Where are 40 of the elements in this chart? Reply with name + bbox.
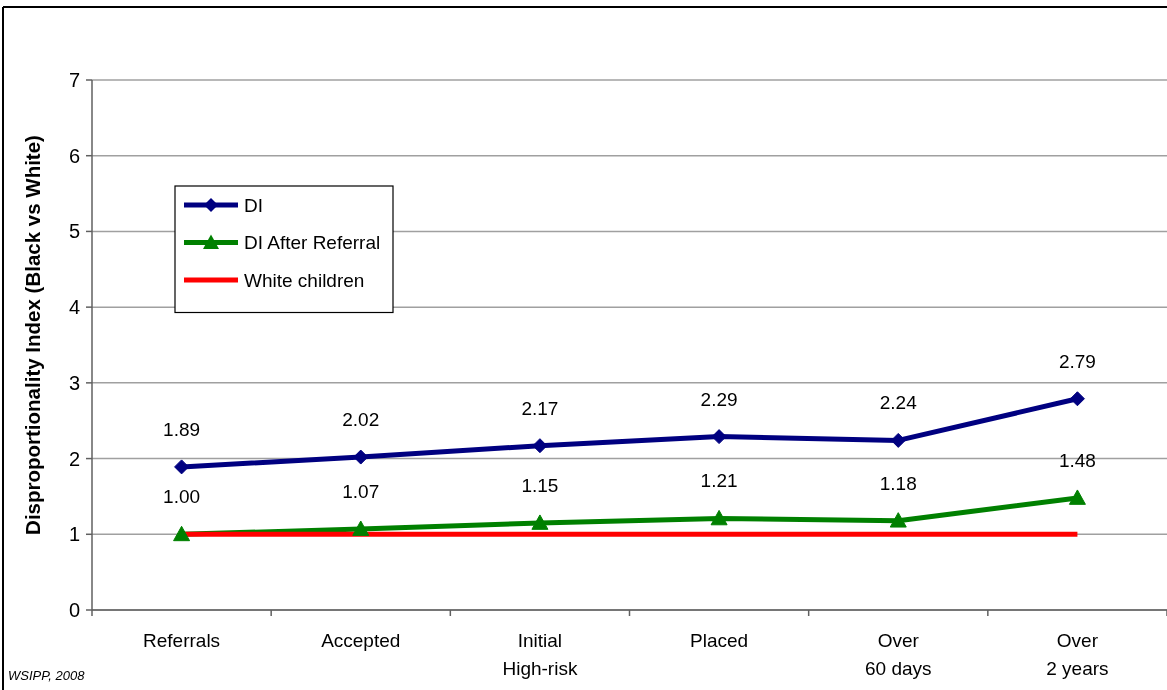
legend-label: White children [244, 269, 365, 291]
y-tick-label: 7 [68, 69, 80, 91]
point [710, 509, 728, 526]
x-tick-label: Over 60 days [864, 630, 932, 679]
y-axis-title: Disproportionality Index (Black vs White) [21, 135, 44, 535]
y-tick-label: 4 [68, 296, 80, 319]
y-tick-label: 2 [68, 447, 80, 470]
point [1068, 489, 1086, 505]
data-label: 1.18 [879, 472, 917, 494]
legend-label: DI [244, 194, 263, 216]
point [173, 525, 191, 542]
data-label: 1.89 [163, 418, 201, 440]
data-label: 2.24 [879, 392, 918, 414]
point [531, 514, 549, 530]
text: WSIPP, 2008 [8, 668, 86, 683]
data-label: 2.02 [342, 409, 380, 431]
x-tick-label: Initial High-risk [502, 630, 578, 679]
x-tick-label: Referrals [143, 630, 221, 651]
data-label: 1.00 [163, 486, 201, 508]
legend-label: DI After Referral [244, 232, 381, 254]
data-label: 2.29 [700, 388, 738, 410]
x-tick-label: Over 2 years [1046, 630, 1109, 679]
data-label: 2.79 [1058, 350, 1096, 372]
data-label: 1.21 [700, 470, 738, 492]
point [889, 512, 907, 528]
data-label: 2.17 [521, 397, 559, 419]
x-tick-label: Placed [690, 630, 749, 651]
data-label: 1.48 [1058, 449, 1096, 471]
point [352, 520, 370, 536]
x-tick-label: Accepted [321, 630, 401, 651]
y-tick-label: 1 [68, 523, 80, 546]
y-tick-label: 6 [68, 144, 80, 167]
y-tick-label: 0 [68, 599, 80, 621]
y-tick-label: 5 [68, 220, 80, 243]
point [711, 429, 727, 445]
point [1069, 391, 1085, 407]
data-label: 1.15 [521, 474, 559, 496]
data-label: 1.07 [342, 480, 380, 502]
y-tick-label: 3 [68, 371, 80, 394]
point [890, 432, 906, 448]
